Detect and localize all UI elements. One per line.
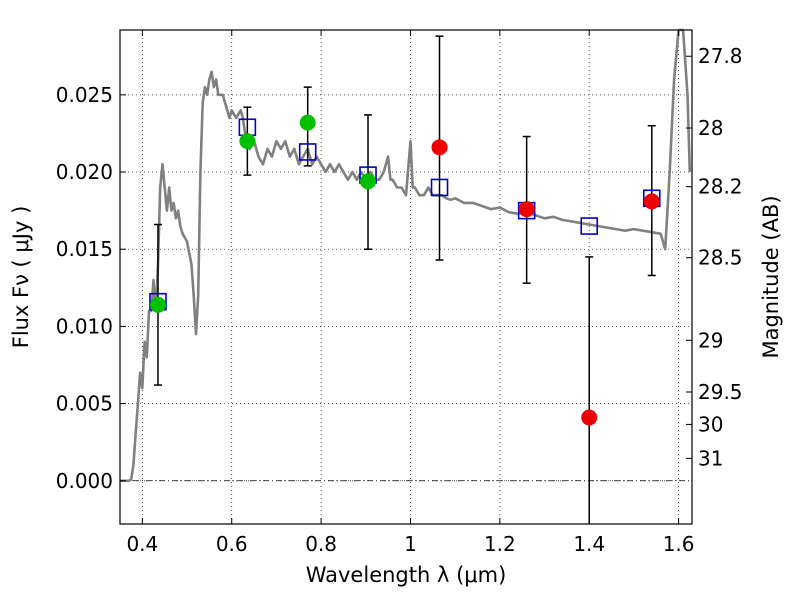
x-tick-label: 1.6 [663,532,695,556]
observed-flux-point [643,193,660,210]
y-tick-label: 0.015 [56,237,113,261]
observed-flux-point [360,173,377,190]
y-tick-label: 0.005 [56,392,113,416]
observed-flux-markers [149,114,660,426]
magnitude-tick-label: 28.2 [698,175,743,199]
x-tick-label: 0.4 [126,532,158,556]
observed-flux-point [239,133,256,150]
magnitude-tick-label: 31 [698,446,723,470]
y-tick-label: 0.025 [56,83,113,107]
magnitude-tick-label: 29.5 [698,380,743,404]
x-tick-label: 1.4 [573,532,605,556]
magnitude-tick-label: 28 [698,116,723,140]
model-photometry-square [580,217,599,235]
plot-frame [119,29,693,525]
x-axis-ticks: 0.4 0.6 0.8 1 1.2 1.4 1.6 [126,30,695,556]
model-photometry-square [430,178,449,197]
observed-flux-point [149,296,166,313]
y-tick-label: 0.000 [56,469,113,493]
y-axis-ticks: 0.000 0.005 0.010 0.015 0.020 0.025 [56,83,126,493]
magnitude-axis-label: Magnitude (AB) [759,195,783,358]
x-tick-label: 0.8 [305,532,337,556]
observed-flux-point [299,114,316,131]
magnitude-tick-label: 29 [698,328,723,352]
magnitude-axis-ticks: 27.8 28 28.2 28.5 29 29.5 30 31 [686,44,743,470]
y-tick-label: 0.020 [56,160,113,184]
observed-flux-point [581,409,598,426]
x-axis-label: Wavelength λ (μm) [306,563,507,587]
model-photometry-markers [149,118,661,311]
observed-flux-point [431,139,448,156]
magnitude-tick-label: 30 [698,412,723,436]
x-tick-label: 0.6 [216,532,248,556]
error-bars [153,35,656,524]
y-tick-label: 0.010 [56,314,113,338]
magnitude-tick-label: 27.8 [698,44,743,68]
observed-flux-point [518,201,535,218]
magnitude-tick-label: 28.5 [698,246,743,270]
y-axis-label: Flux Fν ( μJy ) [9,206,33,349]
model-photometry-square [298,143,317,161]
x-tick-label: 1 [404,532,417,556]
x-tick-label: 1.2 [484,532,516,556]
model-spectrum-line [120,28,692,483]
grid-lines [120,30,692,524]
